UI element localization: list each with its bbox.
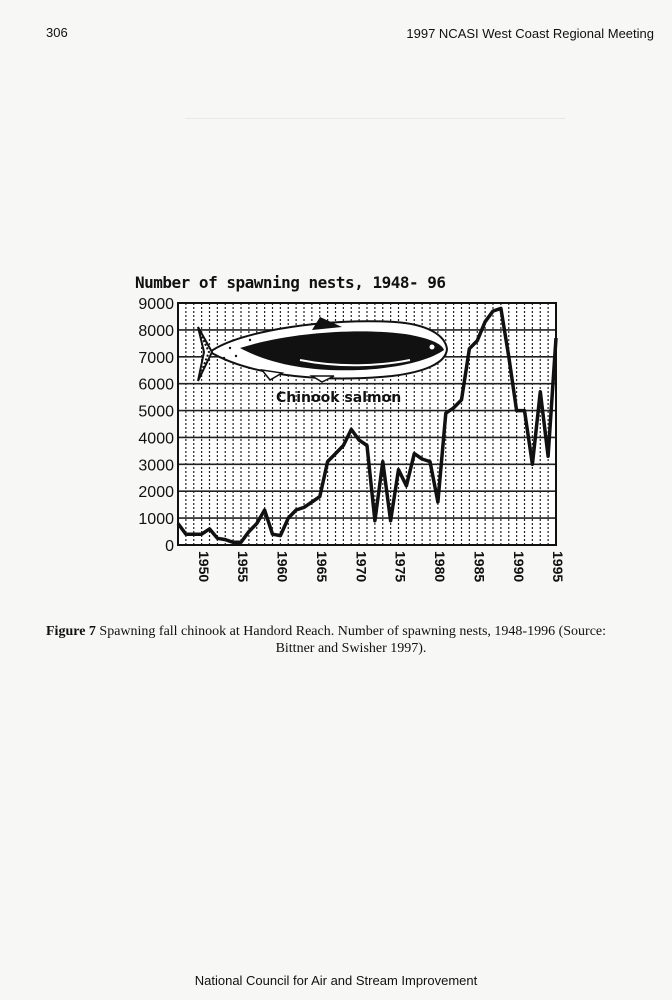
nests-series-line [176,306,558,545]
page-number: 306 [46,25,68,40]
page-footer: National Council for Air and Stream Impr… [194,973,478,988]
y-tick-label: 5000 [138,404,174,421]
y-tick-label: 7000 [138,350,174,367]
figure-label: Figure 7 [46,624,96,639]
x-tick-label: 1960 [275,551,291,582]
y-tick-label: 1000 [138,511,174,528]
chinook-salmon-icon [197,317,449,383]
chinook-salmon-label: Chinook salmon [276,390,401,406]
chart-title: Number of spawning nests, 1948- 96 [135,273,446,292]
running-header: 1997 NCASI West Coast Regional Meeting [406,26,654,41]
x-tick-label: 1990 [511,551,527,582]
caption-text-line2: Bittner and Swisher 1997). [275,641,427,656]
y-tick-label: 2000 [138,484,174,501]
x-tick-label: 1985 [471,551,487,582]
vertical-gridlines [185,303,549,545]
x-tick-label: 1970 [353,551,369,582]
y-tick-label: 9000 [138,296,174,313]
y-tick-label: 6000 [138,377,174,394]
plot-border [177,302,557,546]
y-axis-tick-labels: 0 1000 2000 3000 4000 5000 6000 7000 8000 9000 [138,296,174,555]
x-tick-label: 1975 [393,551,409,582]
figure-caption: Figure 7 Spawning fall chinook at Handor… [46,623,656,657]
x-tick-label: 1965 [314,551,330,582]
x-tick-label: 1955 [235,551,251,582]
x-tick-label: 1980 [432,551,448,582]
y-tick-label: 4000 [138,430,174,447]
y-tick-label: 3000 [138,457,174,474]
x-tick-label: 1950 [196,551,212,582]
caption-text-line1: Spawning fall chinook at Handord Reach. … [99,624,607,639]
x-axis-tick-labels: 1950 1955 1960 1965 1970 1975 1980 1985 1990 1995 [196,551,566,582]
y-tick-label: 0 [165,538,174,555]
y-tick-label: 8000 [138,323,174,340]
x-tick-label: 1995 [550,551,566,582]
